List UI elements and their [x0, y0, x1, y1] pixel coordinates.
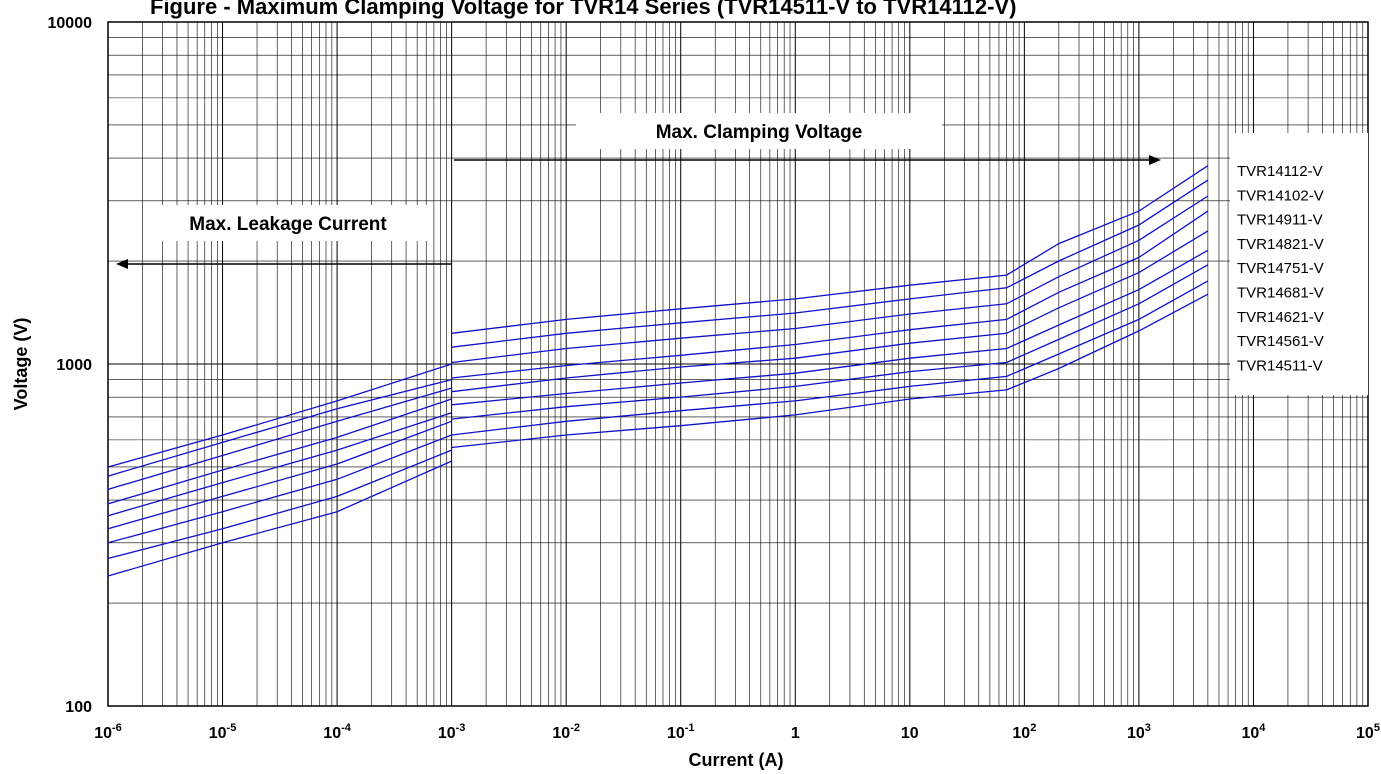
series-TVR14511-V-clamping [451, 293, 1209, 449]
leakage-label: Max. Leakage Current [189, 214, 387, 235]
x-tick-label: 103 [1127, 722, 1151, 742]
leakage-label-bg [143, 205, 433, 241]
series-TVR14561-V-leakage [107, 449, 452, 560]
legend-bg [1230, 133, 1368, 395]
x-axis-title: Current (A) [689, 750, 784, 770]
series-TVR14102-V-leakage [107, 378, 452, 477]
x-tick-label: 10-6 [94, 722, 122, 742]
x-tick-label: 10 [901, 725, 919, 742]
series-TVR14621-V-clamping [451, 264, 1209, 420]
x-tick-label: 10-1 [667, 722, 695, 742]
series-TVR14681-V-leakage [107, 420, 452, 530]
series-TVR14821-V-leakage [107, 398, 452, 505]
legend-item: TVR14561-V [1237, 333, 1324, 350]
legend-item: TVR14751-V [1237, 260, 1324, 277]
series-TVR14112-V-clamping [451, 165, 1209, 334]
x-tick-label: 105 [1356, 722, 1380, 742]
legend-item: TVR14681-V [1237, 285, 1324, 302]
legend-item: TVR14511-V [1237, 357, 1323, 374]
series-TVR14681-V-clamping [451, 249, 1209, 406]
clamping-label: Max. Clamping Voltage [656, 122, 863, 143]
series-TVR14561-V-clamping [451, 280, 1209, 436]
x-tick-label: 10-3 [438, 722, 466, 742]
series-TVR14102-V-clamping [451, 179, 1209, 348]
x-tick-label: 10-4 [323, 722, 351, 742]
clamping-arrowhead [1149, 155, 1161, 165]
y-tick-label: 1000 [56, 357, 92, 374]
series-TVR14751-V-leakage [107, 412, 452, 517]
y-tick-label: 10000 [48, 15, 93, 32]
leakage-arrowhead [116, 259, 128, 269]
x-tick-label: 10-2 [552, 722, 580, 742]
series-TVR14821-V-clamping [451, 210, 1209, 379]
series-TVR14751-V-clamping [451, 230, 1209, 393]
series-lines [107, 165, 1209, 577]
legend-item: TVR14102-V [1237, 187, 1324, 204]
series-TVR14911-V-leakage [107, 387, 452, 491]
x-tick-label: 102 [1012, 722, 1036, 742]
series-TVR14621-V-leakage [107, 434, 452, 544]
series-TVR14511-V-leakage [107, 460, 452, 577]
y-tick-label: 100 [65, 699, 92, 716]
legend-item: TVR14821-V [1237, 236, 1324, 253]
x-tick-label: 104 [1241, 722, 1266, 742]
series-TVR14911-V-clamping [451, 195, 1209, 364]
legend-item: TVR14911-V [1237, 212, 1323, 229]
legend-item: TVR14621-V [1237, 309, 1324, 326]
tick-labels: 10-6 10-5 10-4 10-3 10-2 10-1 1 10 102 103 104 105 1… [48, 15, 1380, 742]
chart-title: Figure - Maximum Clamping Voltage for TV… [150, 0, 1017, 19]
legend-item: TVR14112-V [1237, 163, 1323, 180]
x-tick-label: 1 [791, 725, 800, 742]
series-TVR14112-V-leakage [107, 363, 452, 468]
clamping-label-bg [576, 113, 942, 149]
y-axis-title: Voltage (V) [11, 318, 31, 411]
legend: TVR14112-V TVR14102-V TVR14911-V TVR14821-V… [1237, 163, 1324, 374]
x-tick-label: 10-5 [209, 722, 237, 742]
